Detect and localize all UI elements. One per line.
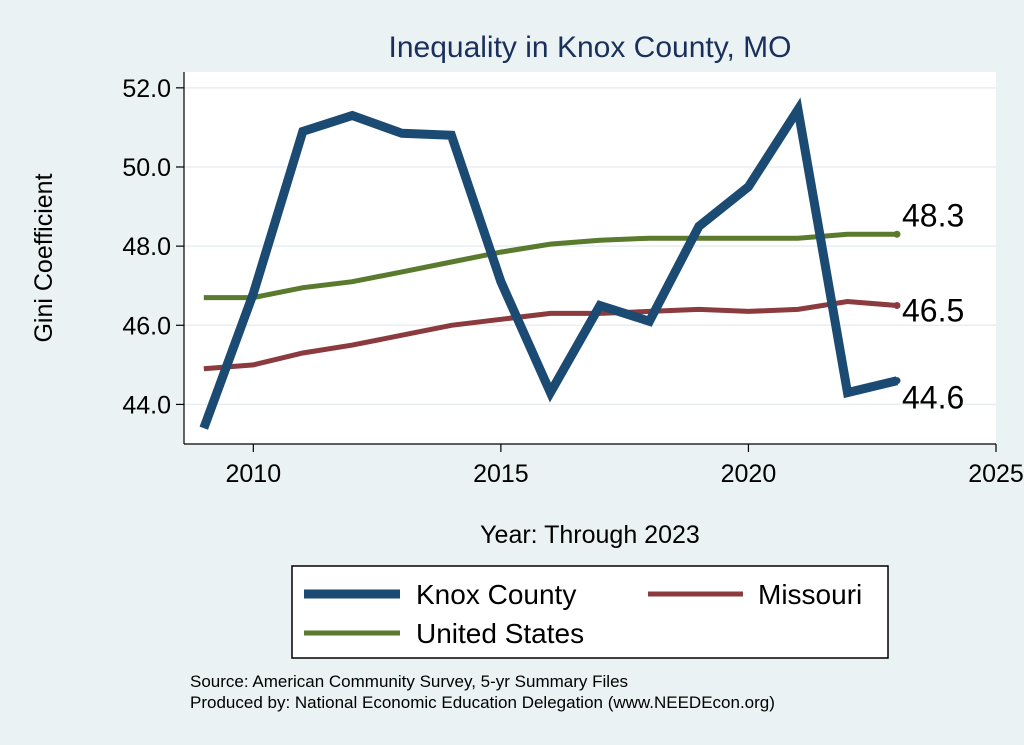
chart-title: Inequality in Knox County, MO xyxy=(389,31,792,64)
source-line-1: Source: American Community Survey, 5-yr … xyxy=(190,672,628,691)
y-axis-title: Gini Coefficient xyxy=(30,173,58,342)
end-label-united-states: 48.3 xyxy=(902,197,964,233)
legend-label-knox-county: Knox County xyxy=(416,579,576,610)
plot-area xyxy=(184,72,996,444)
y-tick-label: 48.0 xyxy=(122,233,171,261)
x-tick-label: 2025 xyxy=(968,460,1024,488)
y-tick-label: 44.0 xyxy=(122,391,171,419)
legend-label-united-states: United States xyxy=(416,618,584,649)
end-point-knox-county xyxy=(893,377,901,385)
x-tick-label: 2020 xyxy=(721,460,777,488)
end-label-missouri: 46.5 xyxy=(902,292,964,328)
end-label-knox-county: 44.6 xyxy=(902,380,964,416)
x-axis-title: Year: Through 2023 xyxy=(480,521,700,549)
series-line-united-states xyxy=(203,231,897,301)
legend-box xyxy=(291,565,889,659)
source-line-2: Produced by: National Economic Education… xyxy=(190,693,775,712)
legend: Knox County Missouri United States xyxy=(291,565,889,659)
end-point-missouri xyxy=(893,301,901,309)
series-lines: 46.5 48.3 44.6 xyxy=(199,97,964,430)
y-tick-label: 50.0 xyxy=(122,154,171,182)
y-tick-label: 46.0 xyxy=(122,312,171,340)
end-point-united-states xyxy=(893,230,901,238)
y-tick-label: 52.0 xyxy=(122,75,171,103)
series-line-knox-county xyxy=(199,97,899,430)
series-line-missouri xyxy=(203,298,898,372)
x-tick-label: 2015 xyxy=(473,460,529,488)
axes: 44.0 46.0 48.0 50.0 52.0 2010 2015 2020 2025 xyxy=(122,72,1024,488)
x-tick-label: 2010 xyxy=(226,460,282,488)
legend-label-missouri: Missouri xyxy=(758,579,862,610)
